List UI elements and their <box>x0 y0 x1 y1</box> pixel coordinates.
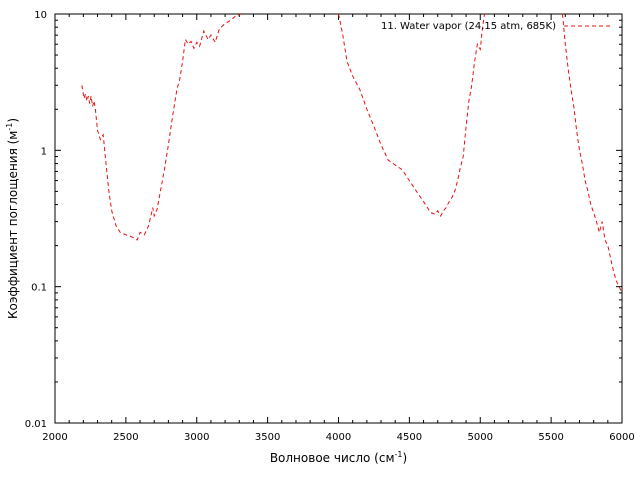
y-axis: 0.01 0.1 1 10 <box>25 10 622 430</box>
x-axis-title-end: ) <box>402 451 407 465</box>
legend-label: 11. Water vapor (24.15 atm, 685K) <box>381 21 556 32</box>
x-tick-label: 5000 <box>468 432 493 443</box>
x-tick-label: 4500 <box>397 432 422 443</box>
y-axis-title-main: Коэффициент поглощения (м <box>6 131 20 319</box>
y-tick-label: 0.01 <box>25 419 47 430</box>
x-tick-label: 6000 <box>609 432 634 443</box>
y-tick-label: 1 <box>41 146 47 157</box>
legend: 11. Water vapor (24.15 atm, 685K) <box>381 21 610 32</box>
x-tick-label: 3000 <box>184 432 209 443</box>
series-line <box>81 14 622 294</box>
x-axis: 2000 2500 3000 3500 4000 4500 5000 5500 6000 <box>42 14 635 443</box>
y-tick-label: 0.1 <box>31 283 47 294</box>
plot-area <box>54 13 623 424</box>
y-tick-label: 10 <box>34 10 47 21</box>
x-tick-label: 3500 <box>255 432 280 443</box>
x-axis-title: Волновое число (см-1) <box>270 450 407 465</box>
x-tick-label: 4000 <box>326 432 351 443</box>
plot-border <box>54 13 623 424</box>
y-axis-title-sup: -1 <box>5 123 14 131</box>
x-axis-title-sup: -1 <box>395 450 403 459</box>
x-axis-title-main: Волновое число (см <box>270 451 395 465</box>
series-layer <box>81 14 622 294</box>
x-tick-label: 5500 <box>538 432 563 443</box>
y-axis-title-end: ) <box>6 118 20 123</box>
x-tick-label: 2000 <box>42 432 67 443</box>
x-tick-label: 2500 <box>113 432 138 443</box>
y-axis-title: Коэффициент поглощения (м-1) <box>5 118 20 319</box>
